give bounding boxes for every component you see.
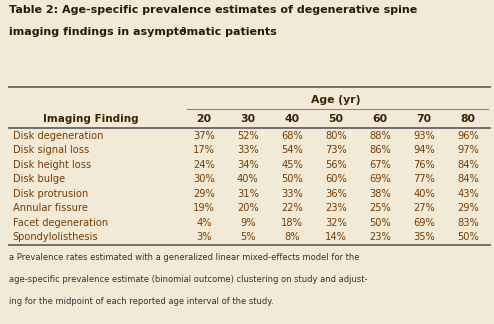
- Text: 3%: 3%: [196, 232, 211, 242]
- Text: Imaging Finding: Imaging Finding: [42, 114, 138, 124]
- Text: 40: 40: [285, 114, 299, 124]
- Text: 35%: 35%: [413, 232, 435, 242]
- Text: 73%: 73%: [325, 145, 347, 155]
- Text: 36%: 36%: [325, 189, 347, 199]
- Text: 40%: 40%: [413, 189, 435, 199]
- Text: 40%: 40%: [237, 174, 259, 184]
- Text: 76%: 76%: [413, 160, 435, 170]
- Text: age-specific prevalence estimate (binomial outcome) clustering on study and adju: age-specific prevalence estimate (binomi…: [9, 275, 368, 284]
- Text: 56%: 56%: [325, 160, 347, 170]
- Text: 30: 30: [240, 114, 255, 124]
- Text: 31%: 31%: [237, 189, 259, 199]
- Text: 96%: 96%: [457, 131, 479, 141]
- Text: 84%: 84%: [457, 160, 479, 170]
- Text: 93%: 93%: [413, 131, 435, 141]
- Text: 29%: 29%: [457, 203, 479, 213]
- Text: 23%: 23%: [369, 232, 391, 242]
- Text: 27%: 27%: [413, 203, 435, 213]
- Text: 37%: 37%: [193, 131, 215, 141]
- Text: 84%: 84%: [457, 174, 479, 184]
- Text: 50%: 50%: [457, 232, 479, 242]
- Text: Age (yr): Age (yr): [311, 95, 361, 105]
- Text: 88%: 88%: [369, 131, 391, 141]
- Text: 86%: 86%: [369, 145, 391, 155]
- Text: 80%: 80%: [325, 131, 347, 141]
- Text: 67%: 67%: [369, 160, 391, 170]
- Text: 50%: 50%: [369, 218, 391, 228]
- Text: 20: 20: [196, 114, 211, 124]
- Text: 19%: 19%: [193, 203, 215, 213]
- Text: ing for the midpoint of each reported age interval of the study.: ing for the midpoint of each reported ag…: [9, 297, 274, 306]
- Text: 4%: 4%: [196, 218, 211, 228]
- Text: 77%: 77%: [413, 174, 435, 184]
- Text: 9%: 9%: [240, 218, 255, 228]
- Text: 69%: 69%: [413, 218, 435, 228]
- Text: 25%: 25%: [369, 203, 391, 213]
- Text: 50%: 50%: [281, 174, 303, 184]
- Text: 54%: 54%: [281, 145, 303, 155]
- Text: 33%: 33%: [237, 145, 259, 155]
- Text: 34%: 34%: [237, 160, 259, 170]
- Text: Disk height loss: Disk height loss: [13, 160, 91, 170]
- Text: 32%: 32%: [325, 218, 347, 228]
- Text: 17%: 17%: [193, 145, 215, 155]
- Text: 83%: 83%: [457, 218, 479, 228]
- Text: 8%: 8%: [284, 232, 300, 242]
- Text: 20%: 20%: [237, 203, 259, 213]
- Text: 97%: 97%: [457, 145, 479, 155]
- Text: 24%: 24%: [193, 160, 215, 170]
- Text: 23%: 23%: [325, 203, 347, 213]
- Text: 69%: 69%: [369, 174, 391, 184]
- Text: 38%: 38%: [369, 189, 391, 199]
- Text: imaging findings in asymptomatic patients: imaging findings in asymptomatic patient…: [9, 27, 277, 37]
- Text: Annular fissure: Annular fissure: [13, 203, 88, 213]
- Text: Facet degeneration: Facet degeneration: [13, 218, 108, 228]
- Text: Disk protrusion: Disk protrusion: [13, 189, 88, 199]
- Text: Disk bulge: Disk bulge: [13, 174, 65, 184]
- Text: 45%: 45%: [281, 160, 303, 170]
- Text: 22%: 22%: [281, 203, 303, 213]
- Text: 68%: 68%: [281, 131, 303, 141]
- Text: a Prevalence rates estimated with a generalized linear mixed-effects model for t: a Prevalence rates estimated with a gene…: [9, 253, 360, 262]
- Text: 50: 50: [329, 114, 343, 124]
- Text: 52%: 52%: [237, 131, 259, 141]
- Text: 14%: 14%: [325, 232, 347, 242]
- Text: 29%: 29%: [193, 189, 215, 199]
- Text: 60%: 60%: [325, 174, 347, 184]
- Text: 80: 80: [460, 114, 476, 124]
- Text: 60: 60: [372, 114, 387, 124]
- Text: 5%: 5%: [240, 232, 255, 242]
- Text: 70: 70: [416, 114, 432, 124]
- Text: Spondylolisthesis: Spondylolisthesis: [13, 232, 98, 242]
- Text: 33%: 33%: [281, 189, 303, 199]
- Text: a: a: [180, 25, 186, 34]
- Text: Disk degeneration: Disk degeneration: [13, 131, 103, 141]
- Text: 43%: 43%: [457, 189, 479, 199]
- Text: Table 2: Age-specific prevalence estimates of degenerative spine: Table 2: Age-specific prevalence estimat…: [9, 5, 417, 15]
- Text: Disk signal loss: Disk signal loss: [13, 145, 89, 155]
- Text: 30%: 30%: [193, 174, 215, 184]
- Text: 94%: 94%: [413, 145, 435, 155]
- Text: 18%: 18%: [281, 218, 303, 228]
